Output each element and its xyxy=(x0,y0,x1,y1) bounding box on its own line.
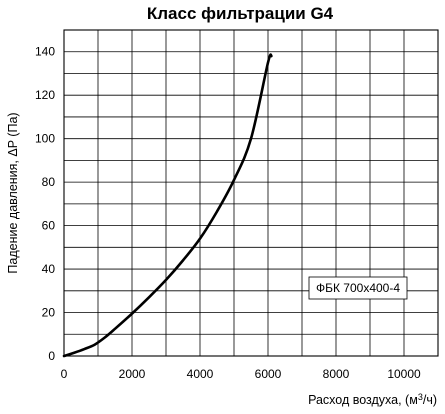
y-tick-labels: 0 20 40 60 80 100 120 140 xyxy=(35,45,55,363)
y-axis-label: Падение давления, ΔP (Па) xyxy=(6,112,20,273)
y-tick-label: 20 xyxy=(42,306,56,320)
legend-entry: ФБК 700x400-4 xyxy=(316,281,400,295)
x-tick-label: 10000 xyxy=(387,367,421,381)
x-tick-label: 0 xyxy=(61,367,68,381)
y-tick-label: 100 xyxy=(35,132,55,146)
x-tick-label: 8000 xyxy=(323,367,350,381)
x-axis-label: Расход воздуха, (м3/ч) xyxy=(308,392,437,407)
y-tick-label: 60 xyxy=(42,219,56,233)
x-tick-label: 6000 xyxy=(255,367,282,381)
y-tick-label: 120 xyxy=(35,88,55,102)
chart-title: Класс фильтрации G4 xyxy=(147,4,334,23)
y-tick-label: 0 xyxy=(48,349,55,363)
y-tick-label: 140 xyxy=(35,45,55,59)
y-tick-label: 80 xyxy=(42,175,56,189)
x-tick-label: 4000 xyxy=(187,367,214,381)
x-tick-label: 2000 xyxy=(119,367,146,381)
plot-frame xyxy=(63,29,439,357)
grid xyxy=(64,30,438,356)
x-tick-labels: 0 2000 4000 6000 8000 10000 xyxy=(61,367,421,381)
legend: ФБК 700x400-4 xyxy=(308,276,408,300)
series-line-fbk xyxy=(62,53,273,358)
y-tick-label: 40 xyxy=(42,262,56,276)
legend-box xyxy=(308,276,408,300)
